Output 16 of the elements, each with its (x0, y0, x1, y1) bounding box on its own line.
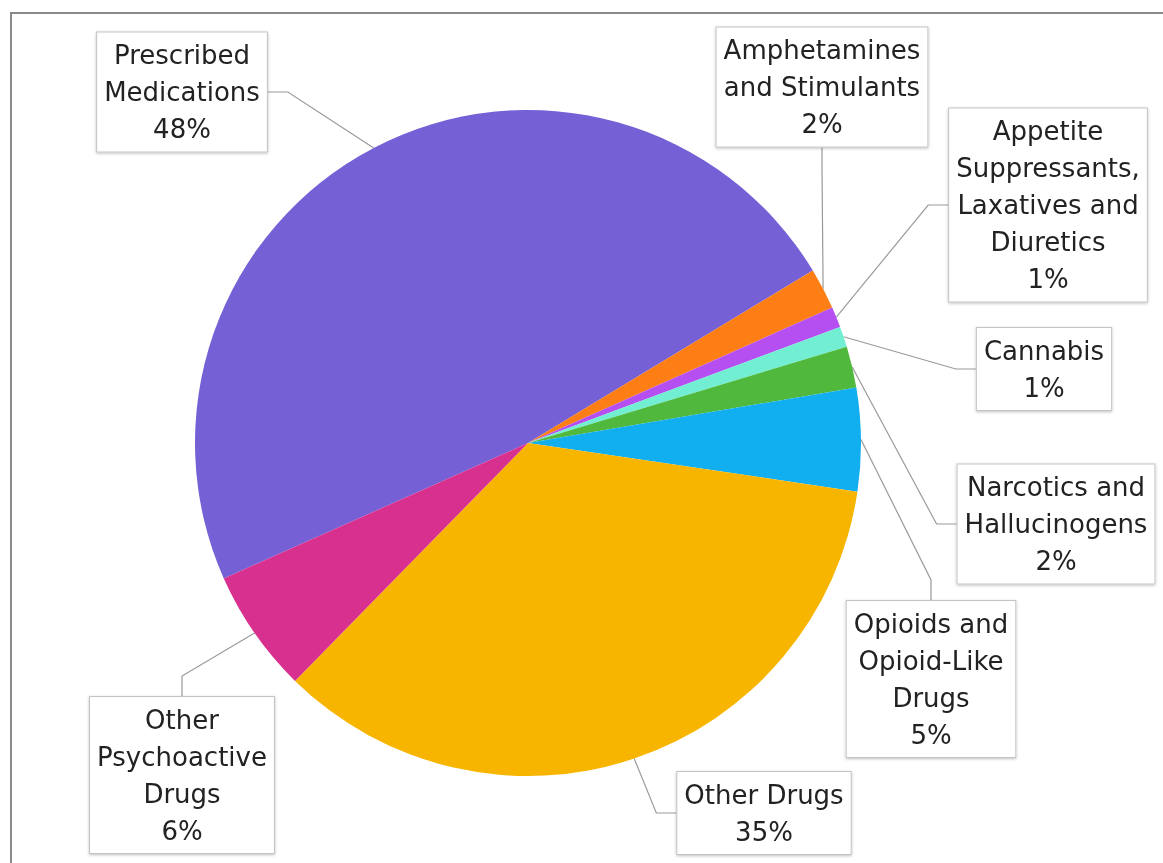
data-label: 48% (153, 114, 211, 144)
slice-label: Opioids and Opioid-Like Drugs (853, 608, 1009, 713)
slice-label: Narcotics and Hallucinogens (964, 472, 1148, 539)
data-label: 1% (1023, 372, 1065, 403)
slice-label: Other Psychoactive Drugs (97, 704, 267, 809)
slice-label: Prescribed Medications (104, 40, 260, 107)
data-label: 2% (801, 109, 843, 139)
slice-label: Cannabis (983, 335, 1105, 366)
data-label: 2% (1035, 546, 1077, 576)
slice-label: Other Drugs (684, 779, 844, 810)
data-label: 35% (735, 816, 793, 847)
slice-label: Appetite Suppressants, Laxatives and Diuretics (956, 116, 1140, 257)
data-label: 1% (1027, 264, 1069, 294)
data-label: 6% (161, 815, 203, 846)
data-label: 5% (910, 719, 952, 750)
slice-label: Amphetamines and Stimulants (723, 35, 921, 102)
